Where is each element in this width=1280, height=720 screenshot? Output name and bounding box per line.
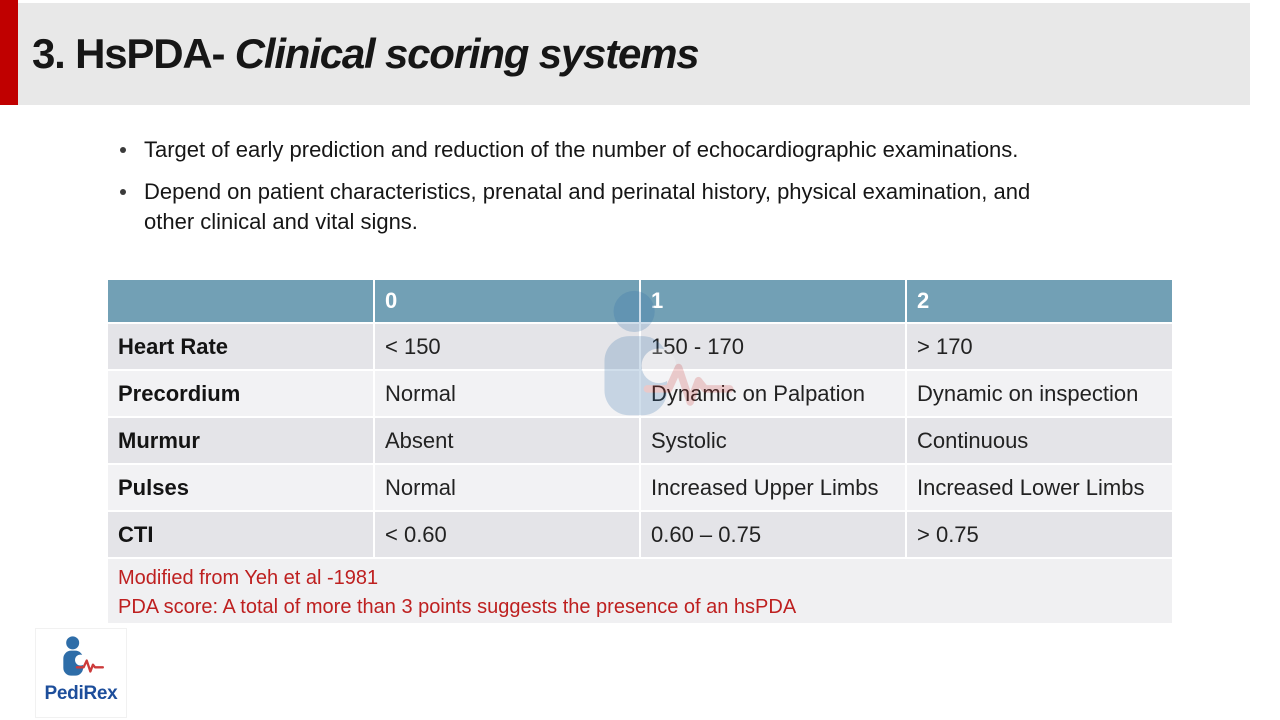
title-band: 3. HsPDA- Clinical scoring systems: [18, 3, 1250, 105]
score-cell: Absent: [373, 417, 640, 465]
bullet-text: Target of early prediction and reduction…: [144, 137, 1019, 162]
score-cell: Increased Upper Limbs: [639, 464, 906, 512]
score-cell: < 0.60: [373, 511, 640, 559]
pedirex-person-pulse-icon: [63, 636, 105, 676]
row-label: Pulses: [108, 464, 374, 512]
title-prefix: 3. HsPDA-: [32, 30, 235, 77]
row-label: Murmur: [108, 417, 374, 465]
score-cell: Continuous: [905, 417, 1172, 465]
table-row: Pulses Normal Increased Upper Limbs Incr…: [108, 464, 1172, 512]
bullet-icon: [120, 189, 126, 195]
scoring-table: 0 1 2 Heart Rate < 150 150 - 170 > 170 P…: [108, 280, 1172, 559]
table-header-row: 0 1 2: [108, 280, 1172, 324]
score-cell: > 0.75: [905, 511, 1172, 559]
title-emphasis: Clinical scoring systems: [234, 30, 700, 77]
bullet-item: Target of early prediction and reduction…: [118, 135, 1052, 165]
score-cell: 0.60 – 0.75: [639, 511, 906, 559]
score-cell: Dynamic on Palpation: [639, 370, 906, 418]
score-column-header: 1: [639, 280, 906, 324]
bullet-item: Depend on patient characteristics, prena…: [118, 177, 1052, 237]
table-note: Modified from Yeh et al -1981: [118, 567, 379, 589]
row-label: Precordium: [108, 370, 374, 418]
row-label: Heart Rate: [108, 323, 374, 371]
bullet-icon: [120, 147, 126, 153]
table-row: Heart Rate < 150 150 - 170 > 170: [108, 323, 1172, 371]
scoring-table-container: 0 1 2 Heart Rate < 150 150 - 170 > 170 P…: [108, 280, 1172, 623]
table-notes: Modified from Yeh et al -1981 PDA score:…: [108, 559, 1172, 623]
score-column-header: [108, 280, 374, 324]
pedirex-logo: PediRex: [35, 628, 127, 718]
score-cell: Normal: [373, 370, 640, 418]
table-row: CTI < 0.60 0.60 – 0.75 > 0.75: [108, 511, 1172, 559]
logo-text: PediRex: [44, 683, 118, 704]
score-cell: 150 - 170: [639, 323, 906, 371]
table-note: PDA score: A total of more than 3 points…: [118, 596, 797, 618]
score-cell: Systolic: [639, 417, 906, 465]
table-row: Murmur Absent Systolic Continuous: [108, 417, 1172, 465]
page-title: 3. HsPDA- Clinical scoring systems: [32, 30, 700, 78]
score-cell: > 170: [905, 323, 1172, 371]
bullet-list: Target of early prediction and reduction…: [118, 135, 1052, 237]
row-label: CTI: [108, 511, 374, 559]
accent-bar: [0, 0, 18, 105]
score-cell: < 150: [373, 323, 640, 371]
score-cell: Dynamic on inspection: [905, 370, 1172, 418]
table-row: Precordium Normal Dynamic on Palpation D…: [108, 370, 1172, 418]
score-cell: Normal: [373, 464, 640, 512]
score-cell: Increased Lower Limbs: [905, 464, 1172, 512]
score-column-header: 2: [905, 280, 1172, 324]
bullet-text: Depend on patient characteristics, prena…: [144, 179, 1031, 234]
score-column-header: 0: [373, 280, 640, 324]
